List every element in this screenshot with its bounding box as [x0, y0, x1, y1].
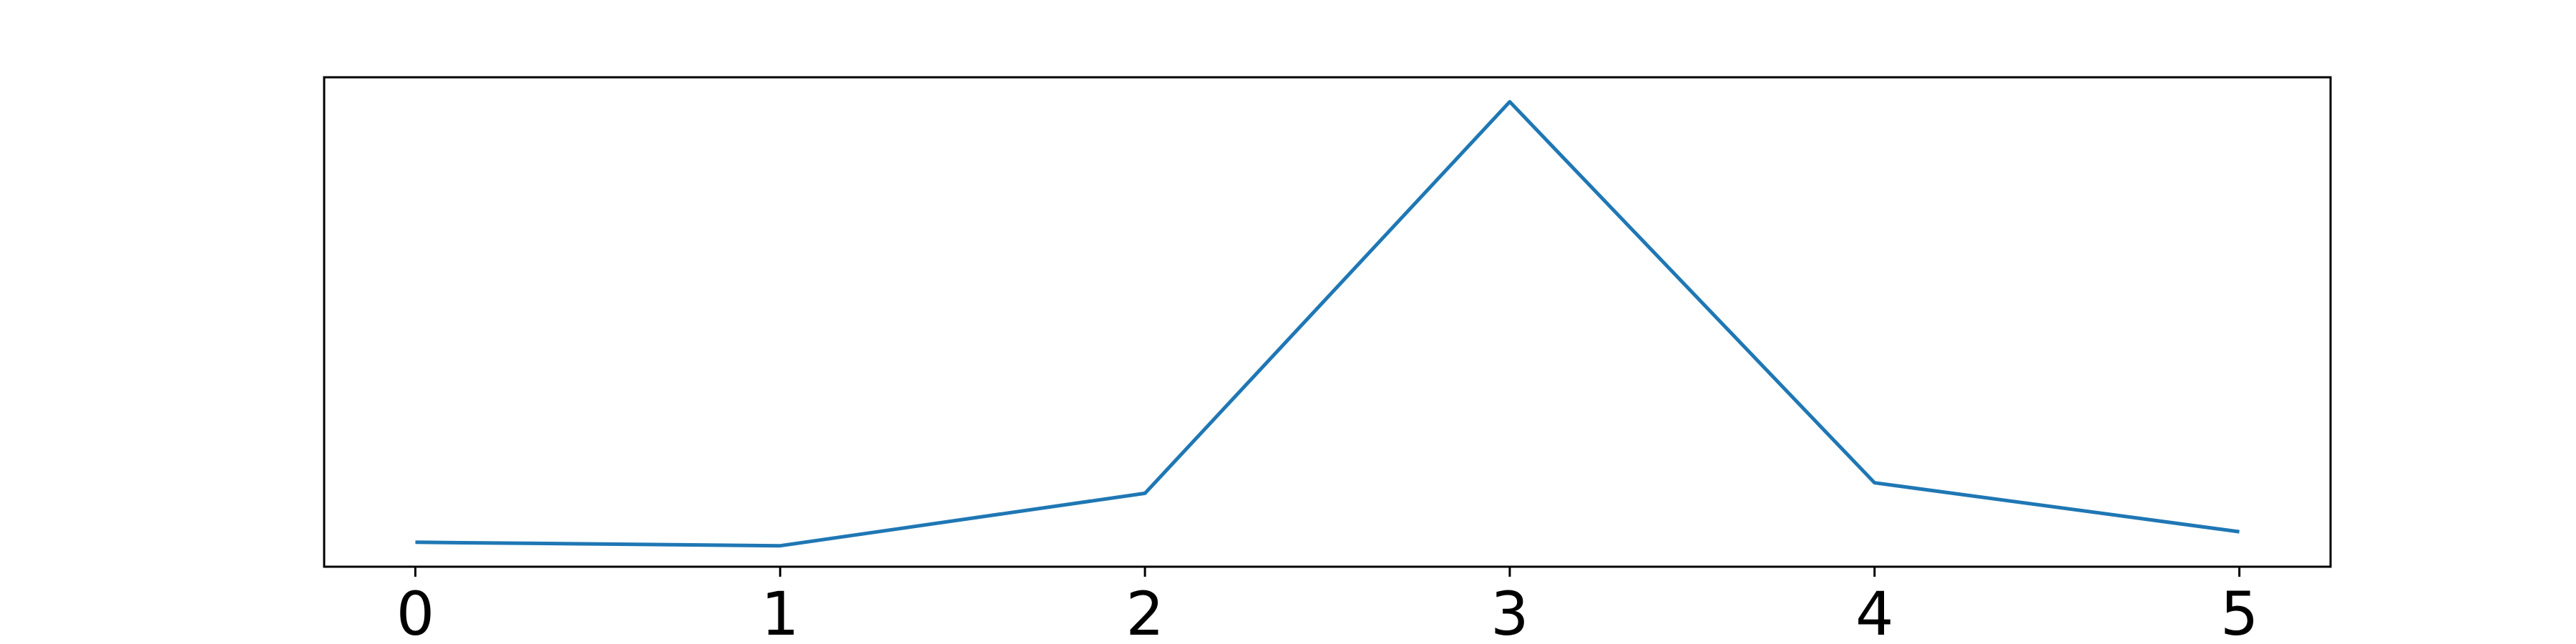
- x-tick-label-5: 5: [2220, 579, 2258, 644]
- x-tick-label-2: 2: [1126, 579, 1163, 644]
- x-tick-label-4: 4: [1855, 579, 1893, 644]
- x-axis: 0 1 2 3 4 5: [396, 567, 2258, 644]
- x-tick-label-1: 1: [761, 579, 799, 644]
- series-line-0: [415, 99, 2240, 548]
- x-tick-label-3: 3: [1491, 579, 1528, 644]
- plot-frame: [323, 76, 2332, 568]
- x-tick-label-0: 0: [396, 579, 434, 644]
- series-layer: [415, 99, 2240, 548]
